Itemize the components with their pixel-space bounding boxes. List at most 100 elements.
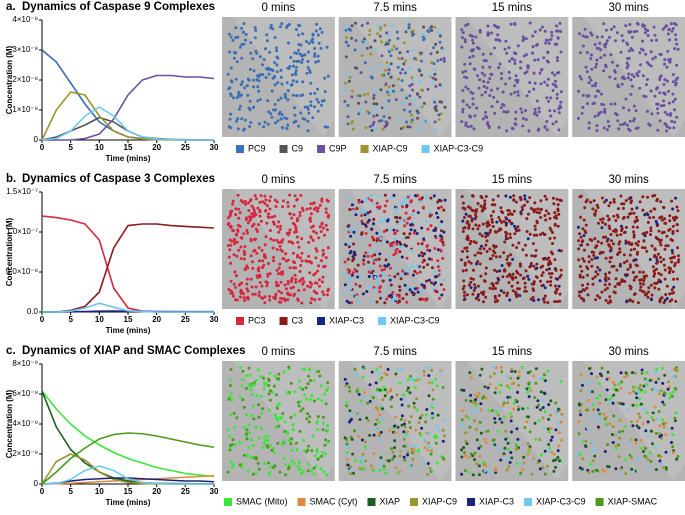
particle <box>395 229 399 233</box>
particle <box>482 428 486 432</box>
particle <box>301 32 305 36</box>
particle <box>621 39 625 43</box>
particle <box>672 277 676 281</box>
particle <box>645 292 649 296</box>
particle <box>579 194 583 198</box>
particle <box>370 370 374 374</box>
particle <box>301 438 305 442</box>
particle <box>547 403 551 407</box>
particle <box>550 450 554 454</box>
particle <box>247 423 251 427</box>
snapshot-label: 15 mins <box>492 346 533 358</box>
particle <box>589 462 593 466</box>
particle <box>627 72 631 76</box>
particle <box>671 251 675 255</box>
particle <box>281 199 285 203</box>
particle <box>308 368 312 372</box>
particle <box>591 403 595 407</box>
particle <box>621 122 625 126</box>
particle <box>471 400 475 404</box>
particle <box>297 48 300 52</box>
particle <box>433 435 437 439</box>
particle <box>252 417 256 421</box>
particle <box>469 376 473 380</box>
particle <box>354 373 358 377</box>
particle <box>635 424 639 428</box>
particle <box>385 373 389 377</box>
particle <box>306 284 310 288</box>
particle <box>480 209 484 213</box>
particle <box>463 469 467 473</box>
particle <box>294 277 298 281</box>
particle <box>403 200 407 204</box>
particle <box>227 288 231 291</box>
particle <box>439 270 443 274</box>
particle <box>479 408 483 412</box>
particle <box>524 253 528 257</box>
particle <box>636 301 640 305</box>
particle <box>291 241 295 245</box>
particle <box>241 378 245 382</box>
particle <box>423 252 426 256</box>
x-axis-label: Time (mins) <box>106 154 151 163</box>
particle <box>300 237 304 241</box>
particle <box>484 243 488 247</box>
particle <box>285 430 289 434</box>
particle <box>418 106 422 109</box>
particle <box>558 292 562 296</box>
particle <box>265 221 269 225</box>
legend-label: C9P <box>329 143 347 153</box>
particle <box>426 29 430 33</box>
legend-label: PC3 <box>248 315 266 325</box>
particle <box>423 446 427 450</box>
particle <box>502 452 506 456</box>
particle <box>290 216 294 220</box>
particle <box>544 41 548 45</box>
particle <box>243 199 247 203</box>
particle <box>352 252 356 256</box>
particle <box>228 435 232 438</box>
particle <box>420 226 424 230</box>
particle <box>315 291 319 295</box>
particle <box>365 109 369 113</box>
particle <box>257 403 261 407</box>
particle <box>272 450 276 454</box>
particle <box>373 288 377 291</box>
particle <box>248 67 252 71</box>
particle <box>289 286 293 290</box>
particle <box>344 89 347 93</box>
particle <box>462 446 466 449</box>
particle <box>548 446 552 450</box>
particle <box>590 264 594 268</box>
particle <box>559 268 563 272</box>
particle <box>389 89 392 93</box>
particle <box>316 269 320 273</box>
particle <box>349 412 353 416</box>
particle <box>321 451 325 455</box>
particle <box>364 251 368 255</box>
particle <box>528 430 532 434</box>
particle <box>648 216 652 220</box>
particle <box>514 442 518 446</box>
particle <box>228 443 232 447</box>
particle <box>352 242 355 246</box>
particle <box>416 290 420 294</box>
particle <box>258 122 261 126</box>
particle <box>285 117 289 121</box>
particle <box>467 226 471 230</box>
particle <box>535 99 539 103</box>
particle <box>240 117 244 121</box>
particle <box>654 219 658 223</box>
particle <box>646 420 650 424</box>
particle <box>408 232 412 236</box>
particle <box>313 91 317 95</box>
particle <box>435 211 439 215</box>
particle <box>519 66 523 70</box>
particle <box>638 51 642 55</box>
particle <box>616 119 620 123</box>
particle <box>273 102 277 106</box>
particle <box>395 240 399 244</box>
particle <box>602 69 606 73</box>
particle <box>275 46 278 50</box>
particle <box>385 297 389 301</box>
